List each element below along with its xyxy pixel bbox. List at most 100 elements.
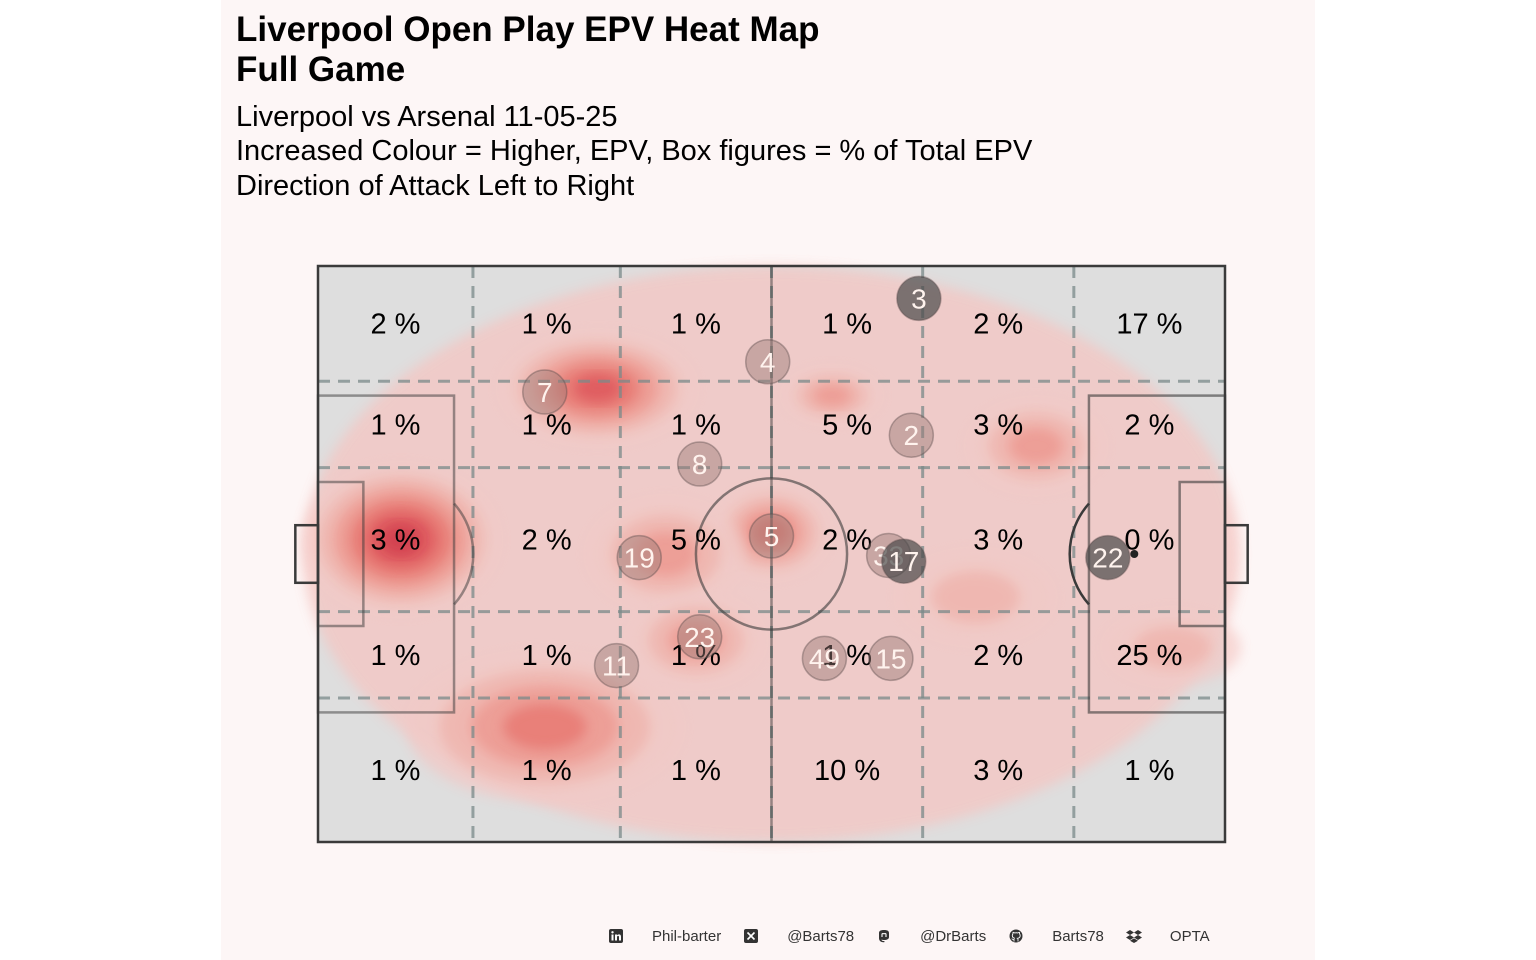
player-number: 4 — [760, 347, 776, 378]
player-marker: 4 — [744, 339, 791, 385]
heat-blob — [812, 384, 852, 407]
player-number: 8 — [692, 449, 708, 480]
player-marker: 17 — [881, 538, 927, 584]
zone-value-label: 1 % — [671, 755, 721, 787]
player-number: 11 — [602, 651, 631, 682]
player-circle — [616, 534, 662, 581]
chart-subtitle-match: Liverpool vs Arsenal 11-05-25 — [236, 101, 618, 133]
left-penalty-arc — [453, 502, 475, 606]
footer-credit-label: @Barts78 — [787, 927, 855, 945]
zone-value-label: 25 % — [1116, 640, 1182, 672]
player-number: 5 — [764, 521, 780, 552]
zone-value-label: 2 % — [370, 309, 420, 341]
zone-value-label: 2 % — [973, 309, 1023, 341]
dropbox-icon — [1125, 928, 1142, 944]
player-circle — [676, 614, 723, 660]
player-marker: 3 — [896, 275, 942, 322]
player-circle — [868, 635, 914, 682]
zone-value-label: 10 % — [814, 755, 880, 787]
heat-blob — [503, 704, 587, 750]
footer-credit-label: Phil-barter — [652, 927, 722, 945]
player-circle — [881, 538, 927, 584]
player-marker: 7 — [522, 369, 568, 415]
zone-value-label: 1 % — [522, 409, 572, 441]
zone-value-label: 1 % — [370, 409, 420, 441]
player-number: 15 — [875, 643, 906, 674]
player-marker: 2 — [888, 412, 935, 458]
right-six-yard-box — [1178, 480, 1227, 628]
player-circle — [744, 339, 791, 385]
chart-title: Liverpool Open Play EPV Heat Map — [236, 10, 820, 49]
player-marker: 8 — [676, 441, 723, 487]
zone-value-label: 1 % — [671, 309, 721, 341]
player-circle — [888, 412, 935, 458]
linkedin-icon — [608, 928, 624, 944]
player-marker: 49 — [801, 635, 848, 682]
heat-blob — [380, 524, 422, 556]
heat-blob — [1008, 427, 1064, 465]
player-marker: 15 — [868, 635, 914, 682]
zone-value-label: 2 % — [822, 525, 872, 557]
zone-value-label: 5 % — [671, 525, 721, 557]
heat-blob — [668, 621, 724, 659]
player-number: 23 — [684, 622, 715, 653]
zone-value-label: 3 % — [973, 755, 1023, 787]
left-six-yard-box — [316, 480, 365, 628]
heat-blob — [931, 570, 1021, 624]
penalty-spot — [1130, 550, 1139, 558]
centre-circle — [694, 477, 849, 631]
zone-value-label: 2 % — [1124, 409, 1174, 441]
footer-credit-label: OPTA — [1169, 927, 1210, 945]
player-marker: 22 — [1085, 534, 1131, 581]
player-circle — [748, 513, 795, 559]
player-circle — [1085, 534, 1131, 581]
github-icon — [1008, 928, 1024, 944]
zone-value-label: 1 % — [522, 309, 572, 341]
player-number: 19 — [624, 543, 655, 574]
player-number: 2 — [904, 420, 920, 451]
zone-value-label: 1 % — [1124, 755, 1174, 787]
player-circle — [676, 441, 723, 487]
zone-value-label: 17 % — [1116, 309, 1182, 341]
player-marker: 23 — [676, 614, 723, 660]
player-marker: 19 — [616, 534, 662, 581]
heat-blob — [1133, 626, 1211, 669]
zone-value-label: 1 % — [522, 755, 572, 787]
player-circle — [801, 635, 848, 682]
zone-value-label: 1 % — [671, 409, 721, 441]
zone-value-label: 1 % — [522, 640, 572, 672]
zone-value-label: 1 % — [822, 309, 872, 341]
player-number: 3 — [911, 283, 927, 314]
right-penalty-arc — [1068, 502, 1090, 606]
heat-blob — [573, 374, 622, 403]
zone-value-label: 2 % — [973, 640, 1023, 672]
player-circle — [896, 275, 942, 322]
zone-value-label: 1 % — [370, 640, 420, 672]
zone-value-label: 3 % — [370, 525, 420, 557]
player-number: 49 — [809, 643, 840, 674]
footer-credit-label: @DrBarts — [920, 927, 987, 945]
heat-blob — [634, 531, 697, 577]
player-marker: 5 — [748, 513, 795, 559]
zone-value-label: 5 % — [822, 409, 872, 441]
player-marker: 11 — [593, 642, 640, 689]
player-number: 7 — [537, 377, 553, 408]
zone-value-label: 2 % — [522, 525, 572, 557]
chart-subtitle-direction: Direction of Attack Left to Right — [236, 170, 635, 202]
player-circle — [522, 369, 568, 415]
mastodon-icon — [876, 928, 892, 944]
zone-value-label: 1 % — [822, 640, 872, 672]
player-circle — [593, 642, 640, 689]
footer-credit-label: Barts78 — [1052, 927, 1104, 945]
footer-credits: Phil-barter @Barts78 @DrBarts Barts78 OPTA — [600, 922, 1224, 950]
player-number: 22 — [1092, 543, 1123, 574]
zone-value-label: 0 % — [1124, 525, 1174, 557]
zone-value-label: 1 % — [671, 640, 721, 672]
chart-subtitle-legend: Increased Colour = Higher, EPV, Box figu… — [236, 135, 1033, 167]
x-twitter-icon — [743, 928, 759, 944]
chart-title-line2: Full Game — [236, 50, 406, 89]
player-number: 17 — [888, 546, 919, 577]
zone-value-label: 3 % — [973, 525, 1023, 557]
zone-value-label: 3 % — [973, 409, 1023, 441]
